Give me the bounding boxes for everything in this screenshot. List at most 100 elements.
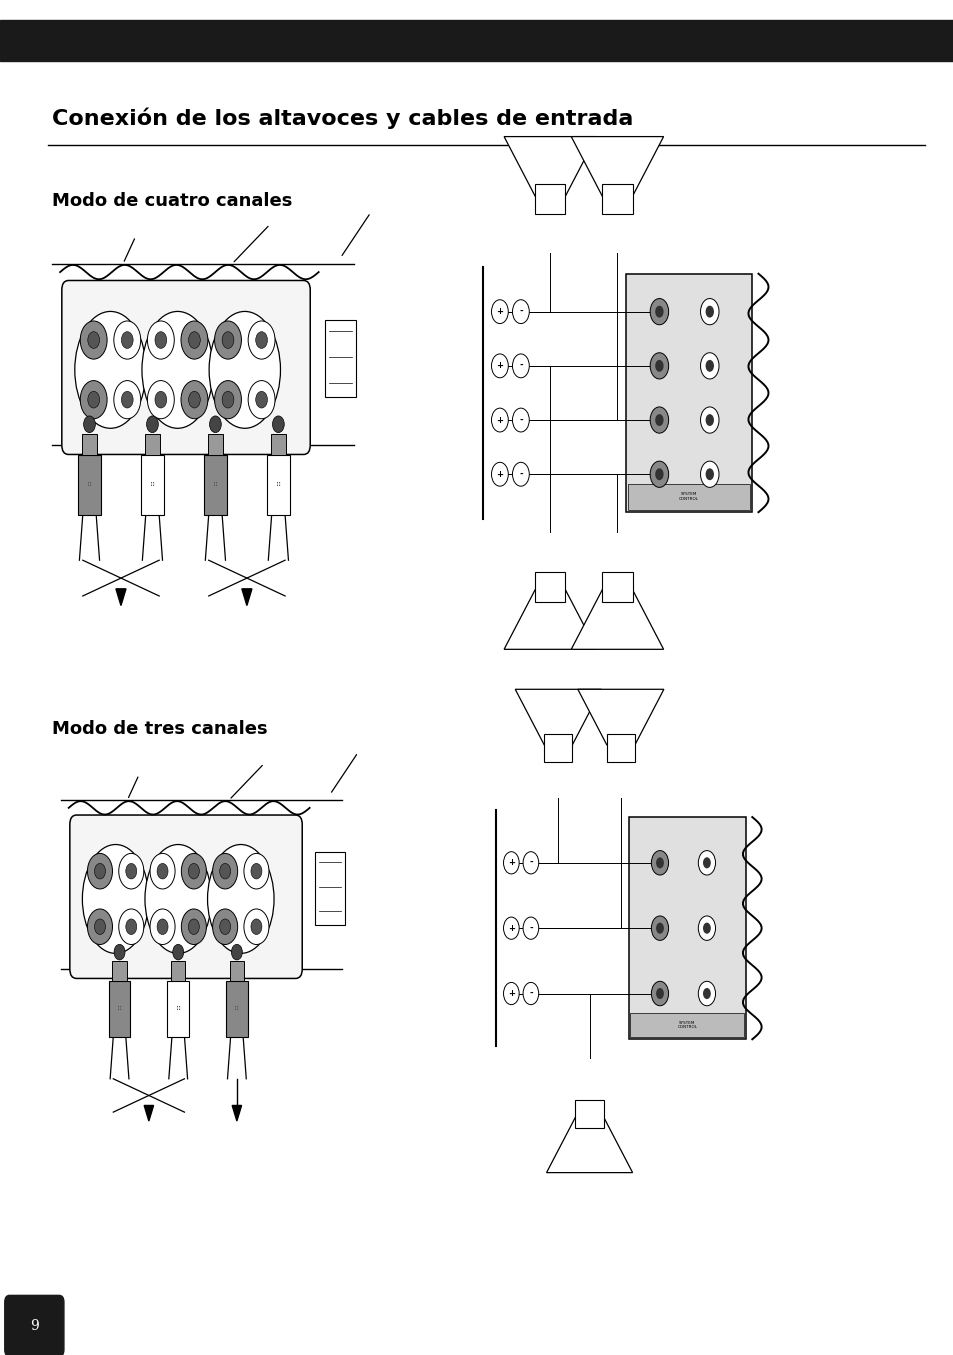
Ellipse shape <box>82 844 149 954</box>
Polygon shape <box>242 589 252 606</box>
Bar <box>535 572 565 602</box>
Polygon shape <box>116 589 126 606</box>
Polygon shape <box>503 589 596 649</box>
Circle shape <box>512 462 529 486</box>
Circle shape <box>84 416 95 432</box>
Circle shape <box>172 944 184 959</box>
Circle shape <box>94 919 106 935</box>
Circle shape <box>512 299 529 324</box>
Circle shape <box>88 909 112 944</box>
Circle shape <box>650 298 668 325</box>
FancyBboxPatch shape <box>62 280 310 454</box>
Circle shape <box>147 416 158 432</box>
Circle shape <box>651 981 668 1005</box>
Polygon shape <box>578 690 663 745</box>
Circle shape <box>255 332 267 348</box>
Circle shape <box>700 298 719 325</box>
Circle shape <box>189 332 200 348</box>
Circle shape <box>700 406 719 434</box>
Circle shape <box>244 854 269 889</box>
Circle shape <box>522 917 538 939</box>
Circle shape <box>189 392 200 408</box>
Circle shape <box>656 988 663 999</box>
Polygon shape <box>571 137 663 196</box>
Bar <box>601 184 632 214</box>
Bar <box>628 817 745 1039</box>
Bar <box>630 1012 743 1037</box>
Bar <box>575 1100 603 1129</box>
Circle shape <box>88 392 99 408</box>
Circle shape <box>121 332 133 348</box>
Ellipse shape <box>208 844 274 954</box>
Text: +: + <box>507 858 515 867</box>
Circle shape <box>219 863 231 879</box>
Bar <box>82 434 97 455</box>
Circle shape <box>512 354 529 378</box>
Text: ⠿: ⠿ <box>117 1005 122 1012</box>
Circle shape <box>80 321 107 359</box>
Circle shape <box>157 919 168 935</box>
Circle shape <box>650 406 668 434</box>
Circle shape <box>232 944 242 959</box>
Ellipse shape <box>74 312 146 428</box>
Circle shape <box>655 469 663 480</box>
Circle shape <box>126 863 136 879</box>
Text: 9: 9 <box>30 1318 39 1333</box>
Text: +: + <box>496 416 503 424</box>
Circle shape <box>214 321 241 359</box>
Polygon shape <box>144 1106 153 1121</box>
Circle shape <box>655 306 663 317</box>
Text: ⠿: ⠿ <box>87 482 91 488</box>
Bar <box>535 184 565 214</box>
FancyBboxPatch shape <box>70 816 302 978</box>
Circle shape <box>150 854 175 889</box>
Ellipse shape <box>145 844 212 954</box>
Circle shape <box>219 919 231 935</box>
Circle shape <box>251 863 262 879</box>
Circle shape <box>698 851 715 875</box>
Circle shape <box>181 909 206 944</box>
Circle shape <box>213 909 237 944</box>
Circle shape <box>181 854 206 889</box>
Text: SYSTEM
CONTROL: SYSTEM CONTROL <box>677 1020 697 1030</box>
Text: -: - <box>529 989 532 999</box>
Bar <box>606 734 635 762</box>
Text: +: + <box>496 308 503 316</box>
Bar <box>167 981 189 1037</box>
Circle shape <box>522 982 538 1004</box>
Polygon shape <box>571 589 663 649</box>
Circle shape <box>255 392 267 408</box>
Text: -: - <box>518 416 522 424</box>
Circle shape <box>118 909 144 944</box>
Bar <box>324 320 356 397</box>
Bar <box>171 961 185 981</box>
Circle shape <box>88 854 112 889</box>
Circle shape <box>210 416 221 432</box>
Text: -: - <box>518 308 522 316</box>
Circle shape <box>157 863 168 879</box>
Circle shape <box>700 352 719 379</box>
Circle shape <box>273 416 284 432</box>
Bar <box>266 455 290 515</box>
Text: -: - <box>518 362 522 370</box>
Bar <box>271 434 286 455</box>
Circle shape <box>150 909 175 944</box>
Circle shape <box>702 923 710 934</box>
Polygon shape <box>515 690 600 745</box>
Circle shape <box>651 851 668 875</box>
FancyBboxPatch shape <box>5 1295 64 1355</box>
Circle shape <box>705 306 713 317</box>
Circle shape <box>213 854 237 889</box>
Circle shape <box>113 321 140 359</box>
Text: -: - <box>518 470 522 478</box>
Text: ⠿: ⠿ <box>150 482 154 488</box>
Polygon shape <box>546 1117 632 1172</box>
Circle shape <box>655 415 663 425</box>
Circle shape <box>656 858 663 869</box>
Circle shape <box>491 299 508 324</box>
Text: Modo de tres canales: Modo de tres canales <box>52 721 268 738</box>
Circle shape <box>698 981 715 1005</box>
Circle shape <box>656 923 663 934</box>
Circle shape <box>148 321 174 359</box>
Circle shape <box>700 461 719 488</box>
